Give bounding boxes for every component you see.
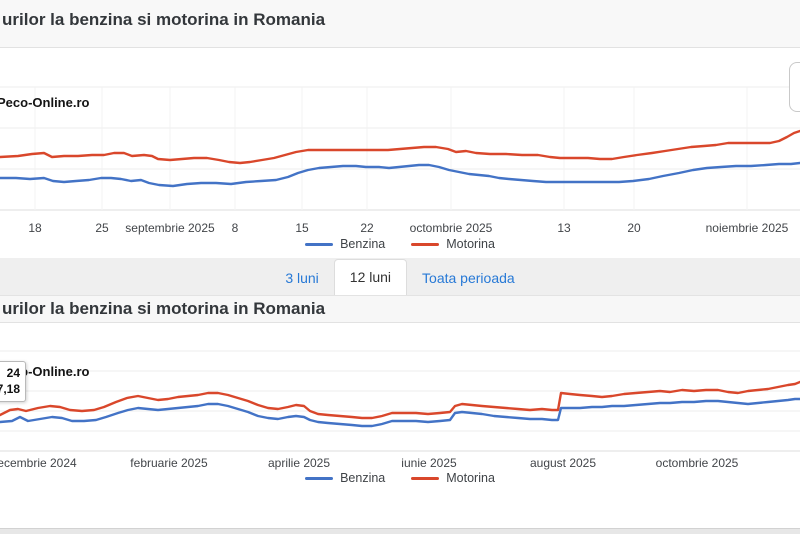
tab-toata-perioada[interactable]: Toata perioada bbox=[422, 270, 515, 286]
x-tick-label: 13 bbox=[557, 221, 571, 235]
legend-label: Motorina bbox=[446, 237, 495, 251]
x-tick-label: 8 bbox=[231, 221, 239, 235]
legend-label: Motorina bbox=[446, 471, 495, 485]
chart1-legend: Benzina Motorina bbox=[0, 237, 800, 251]
legend-label: Benzina bbox=[340, 237, 386, 251]
legend-item-motorina: Motorina bbox=[411, 237, 495, 251]
x-tick-label: octombrie 2025 bbox=[409, 221, 493, 235]
tab-12-luni[interactable]: 12 luni bbox=[333, 259, 408, 295]
x-tick-label: ecembrie 2024 bbox=[0, 456, 77, 470]
chart2-tooltip: 24 7,18 bbox=[0, 361, 26, 402]
tooltip-value: 7,18 bbox=[0, 382, 20, 396]
x-tick-label: septembrie 2025 bbox=[125, 221, 215, 235]
footer-edge-bar bbox=[0, 528, 800, 534]
x-tick-label: august 2025 bbox=[529, 456, 597, 470]
chart1-title-band bbox=[0, 0, 800, 48]
legend-line-swatch bbox=[411, 242, 440, 246]
chart2-legend: Benzina Motorina bbox=[0, 471, 800, 485]
x-tick-label: iunie 2025 bbox=[401, 456, 457, 470]
cropped-side-panel[interactable] bbox=[789, 62, 800, 112]
period-tabs: 3 luni 12 luni Toata perioada bbox=[0, 258, 800, 296]
chart2-title-band bbox=[0, 296, 800, 323]
tab-3-luni[interactable]: 3 luni bbox=[285, 270, 319, 286]
chart2-title: urilor la benzina si motorina in Romania bbox=[2, 299, 326, 318]
x-tick-label: noiembrie 2025 bbox=[705, 221, 789, 235]
legend-label: Benzina bbox=[340, 471, 386, 485]
legend-item-benzina: Benzina bbox=[305, 237, 385, 251]
legend-line-swatch bbox=[411, 476, 440, 480]
x-tick-label: octombrie 2025 bbox=[655, 456, 739, 470]
x-tick-label: 22 bbox=[360, 221, 374, 235]
x-tick-label: februarie 2025 bbox=[130, 456, 208, 470]
legend-item-benzina: Benzina bbox=[305, 471, 385, 485]
legend-line-swatch bbox=[305, 242, 334, 246]
legend-item-motorina: Motorina bbox=[411, 471, 495, 485]
x-tick-label: 15 bbox=[295, 221, 309, 235]
x-tick-label: 18 bbox=[28, 221, 42, 235]
x-tick-label: 25 bbox=[95, 221, 109, 235]
chart1-title: urilor la benzina si motorina in Romania bbox=[2, 10, 326, 29]
x-tick-label: aprilie 2025 bbox=[267, 456, 331, 470]
legend-line-swatch bbox=[305, 476, 334, 480]
chart1-watermark: Peco-Online.ro bbox=[0, 95, 90, 110]
tooltip-date: 24 bbox=[6, 366, 20, 380]
x-tick-label: 20 bbox=[627, 221, 641, 235]
